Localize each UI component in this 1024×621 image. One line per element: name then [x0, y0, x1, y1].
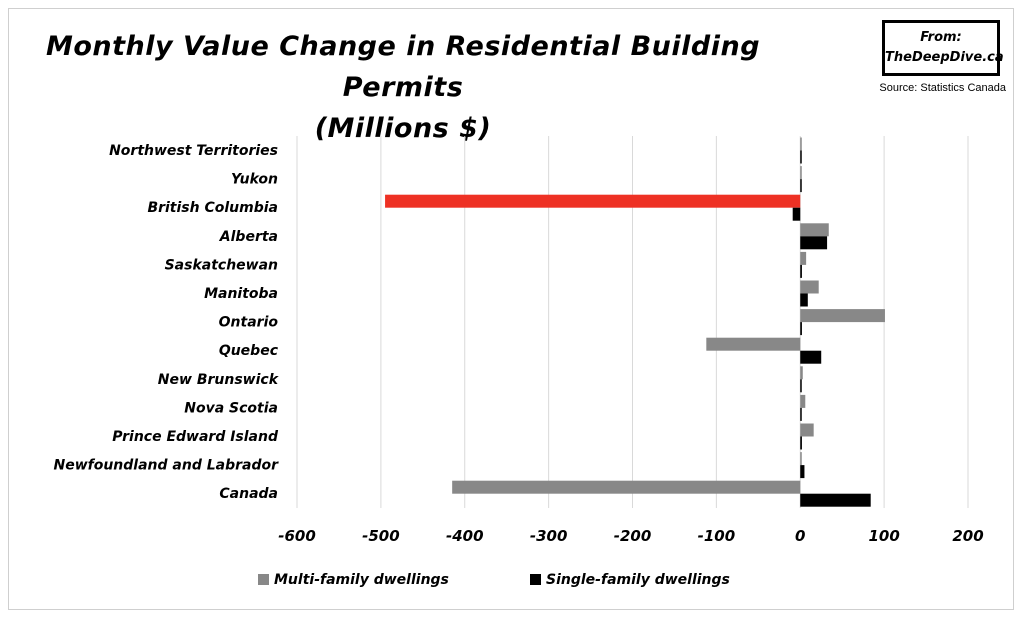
- chart-title: Monthly Value Change in Residential Buil…: [8, 26, 798, 149]
- x-tick-label: -500: [362, 527, 400, 545]
- category-label: Northwest Territories: [109, 143, 278, 159]
- category-label: Quebec: [219, 343, 279, 359]
- bar-multi-canada: [452, 480, 801, 494]
- category-labels: Northwest Territories Yukon British Columb…: [53, 143, 279, 502]
- x-tick-label: -600: [278, 527, 316, 545]
- legend-swatch: [530, 574, 541, 585]
- legend-item-multi: Multi-family dwellings: [258, 572, 449, 588]
- bar-single-british-columbia: [792, 207, 801, 221]
- category-label: Canada: [219, 486, 278, 502]
- bar-multi-prince-edward-island: [800, 423, 814, 437]
- bar-single-yukon: [800, 179, 802, 193]
- bar-single-ontario: [800, 322, 802, 336]
- category-label: Newfoundland and Labrador: [53, 458, 279, 474]
- bar-multi-manitoba: [800, 280, 819, 294]
- legend: Multi-family dwellings Single-family dwel…: [258, 572, 730, 588]
- bar-single-quebec: [800, 350, 822, 364]
- category-label: Saskatchewan: [165, 257, 278, 273]
- bar-multi-nova-scotia: [800, 394, 806, 408]
- category-label: Manitoba: [204, 286, 278, 302]
- x-tick-label: -400: [446, 527, 484, 545]
- bar-single-alberta: [800, 236, 828, 250]
- x-tick-label: 0: [795, 527, 805, 545]
- bar-single-newfoundland-and-labrador: [800, 465, 805, 479]
- bar-multi-new-brunswick: [800, 366, 803, 380]
- x-tick-label: 200: [952, 527, 983, 545]
- bar-multi-yukon: [800, 166, 802, 180]
- category-label: Prince Edward Island: [112, 429, 279, 445]
- bar-multi-saskatchewan: [800, 251, 807, 265]
- legend-label: Single-family dwellings: [546, 572, 730, 588]
- legend-label: Multi-family dwellings: [274, 572, 449, 588]
- bar-single-nova-scotia: [800, 407, 802, 421]
- x-tick-label: 100: [868, 527, 899, 545]
- bar-multi-quebec: [706, 337, 801, 351]
- x-tick-label: -100: [698, 527, 736, 545]
- bar-single-manitoba: [800, 293, 808, 307]
- bar-single-canada: [800, 493, 871, 507]
- bar-multi-british-columbia: [385, 194, 801, 208]
- bar-multi-newfoundland-and-labrador: [800, 452, 802, 466]
- legend-item-single: Single-family dwellings: [530, 572, 730, 588]
- bars: [385, 137, 885, 507]
- x-tick-labels: -600 -500 -400 -300 -200 -100 0 100 200: [278, 527, 983, 545]
- category-label: Yukon: [231, 172, 278, 188]
- category-label: Alberta: [219, 229, 278, 245]
- bar-multi-ontario: [800, 309, 885, 323]
- bar-single-new-brunswick: [800, 379, 802, 393]
- x-tick-label: -300: [530, 527, 568, 545]
- category-label: New Brunswick: [158, 372, 280, 388]
- badge-from: From:: [920, 30, 962, 45]
- category-label: Ontario: [219, 315, 279, 331]
- source-note: Source: Statistics Canada: [879, 82, 1006, 94]
- category-label: Nova Scotia: [184, 400, 278, 416]
- badge-site: TheDeepDive.ca: [885, 50, 1004, 65]
- bar-single-prince-edward-island: [800, 436, 802, 450]
- bar-single-northwest-territories: [800, 150, 802, 164]
- category-label: British Columbia: [147, 200, 278, 216]
- x-tick-label: -200: [614, 527, 652, 545]
- source-badge: From: TheDeepDive.ca: [882, 20, 1004, 76]
- legend-swatch: [258, 574, 269, 585]
- bar-multi-alberta: [800, 223, 829, 237]
- title-line-1: Monthly Value Change in Residential Buil…: [45, 31, 761, 103]
- title-line-2: (Millions $): [314, 113, 492, 144]
- chart-frame: [8, 8, 1014, 610]
- bar-single-saskatchewan: [800, 264, 802, 278]
- bar-multi-northwest-territories: [800, 137, 802, 151]
